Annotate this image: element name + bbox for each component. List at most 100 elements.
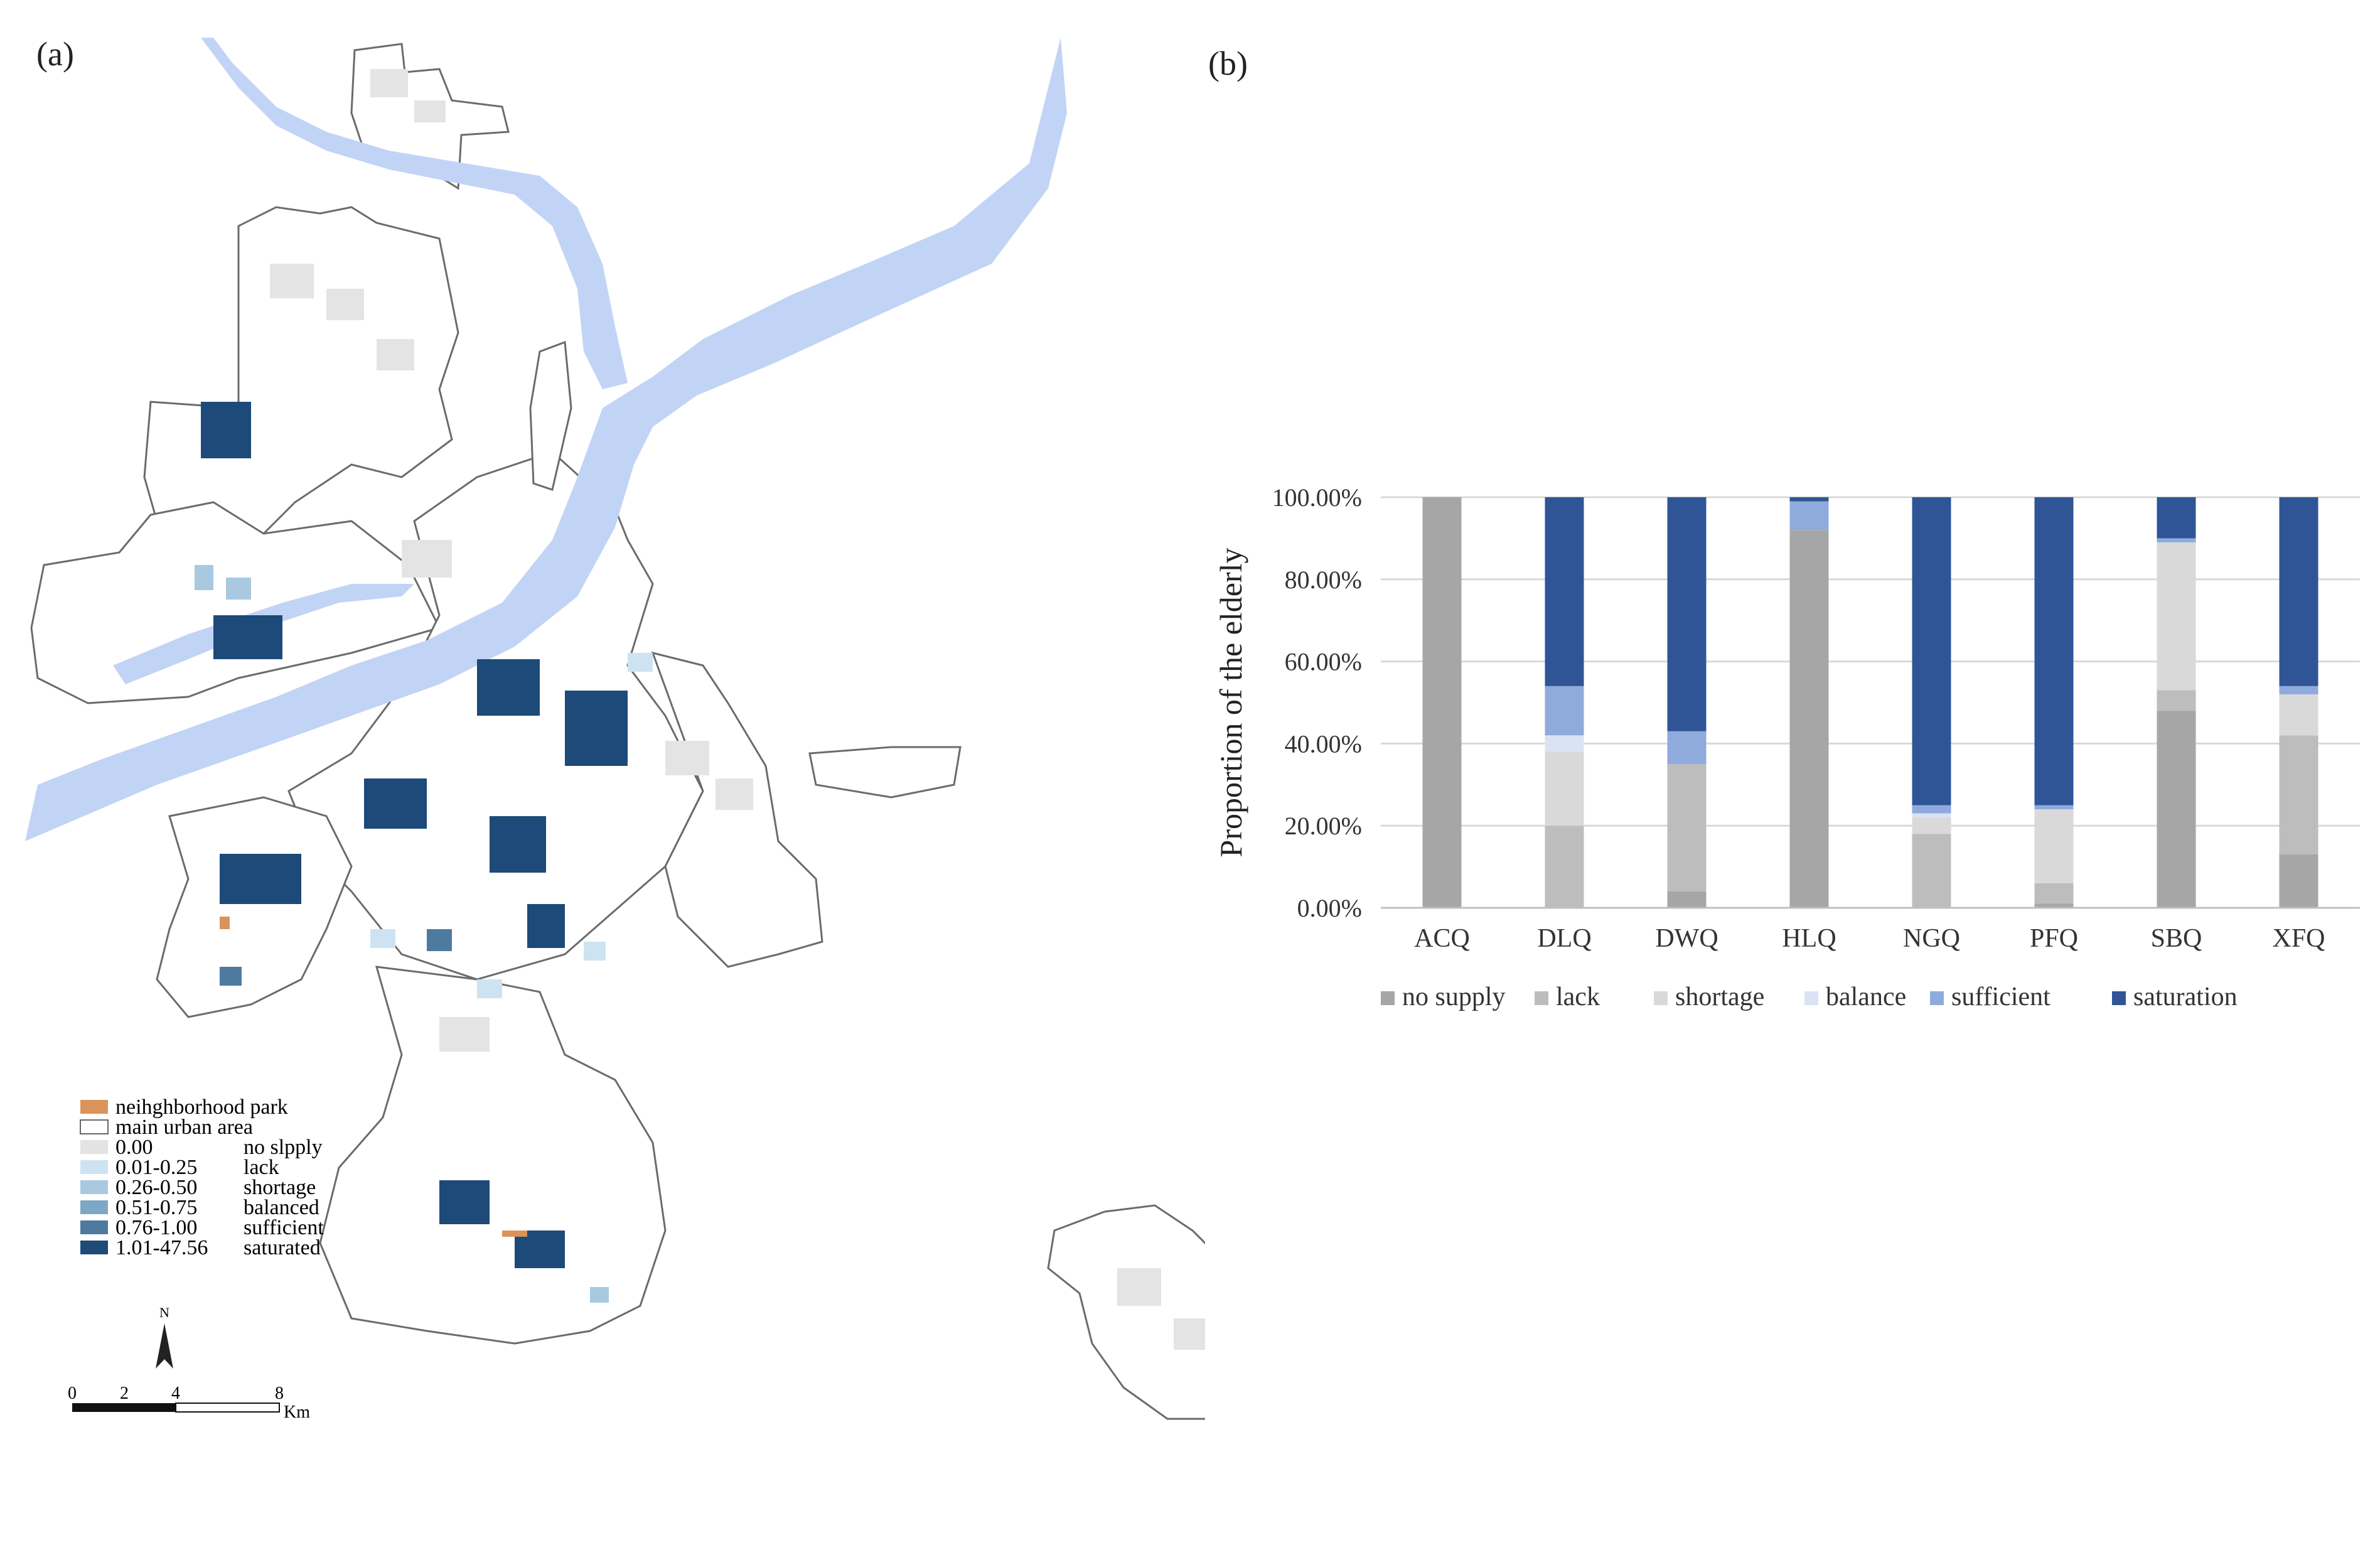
legend-label: main urban area: [115, 1116, 253, 1139]
bar-segment-dlq-sufficient: [1545, 686, 1584, 736]
scale-unit: Km: [284, 1403, 310, 1422]
bar-segment-acq-no-supply: [1422, 497, 1462, 908]
block: [477, 659, 540, 716]
rivers: [25, 38, 1067, 841]
legend-label: saturated: [244, 1236, 321, 1259]
north-arrow-icon: [156, 1323, 173, 1369]
y-tick-label: 0.00%: [1297, 894, 1362, 922]
park-blocks: [220, 917, 527, 1237]
block: [490, 816, 546, 873]
district-northeast-island: [529, 340, 572, 491]
block: [220, 854, 301, 904]
bar-segment-hlq-saturation: [1789, 497, 1829, 502]
block: [1117, 1268, 1161, 1306]
x-tick-label: HLQ: [1782, 924, 1836, 953]
scale-tick-label: 0: [68, 1384, 77, 1403]
legend-swatch: [80, 1220, 108, 1234]
legend-swatch-no-supply: [1381, 991, 1395, 1005]
scale-tick-label: 4: [171, 1384, 180, 1403]
bar-segment-ngq-lack: [1912, 834, 1951, 908]
legend-swatch: [80, 1100, 108, 1114]
bar-segment-pfq-sufficient: [2034, 805, 2074, 810]
legend-label-sufficient: sufficient: [1951, 983, 2050, 1011]
x-tick-label: XFQ: [2272, 924, 2325, 953]
legend-label-lack: lack: [1556, 983, 1600, 1011]
lack-blocks: [370, 653, 653, 998]
block: [270, 264, 314, 298]
bar-segment-dwq-no-supply: [1667, 891, 1707, 908]
y-axis-title: Proportion of the elderly: [1213, 548, 1248, 858]
y-tick-label: 100.00%: [1272, 483, 1362, 512]
legend-label: sufficient: [244, 1216, 324, 1239]
block: [377, 339, 414, 370]
legend-swatch-shortage: [1654, 991, 1668, 1005]
scale-tick-label: 2: [120, 1384, 129, 1403]
scale-bar: 0 2 4 8Km: [68, 1384, 310, 1422]
block: [427, 929, 452, 951]
block: [565, 691, 628, 766]
block: [502, 1230, 527, 1237]
legend-swatch: [80, 1200, 108, 1214]
scale-segment-black: [72, 1403, 176, 1412]
district-northwest: [143, 206, 459, 541]
legend-range: 0.51-0.75: [115, 1196, 197, 1219]
bar-segment-pfq-shortage: [2034, 809, 2074, 883]
block: [590, 1287, 609, 1303]
legend-label: neihghborhood park: [115, 1096, 288, 1119]
panel-b-label: (b): [1208, 45, 1248, 82]
bar-segment-sbq-no-supply: [2157, 711, 2196, 908]
x-tick-label: DLQ: [1537, 924, 1591, 953]
y-tick-label: 20.00%: [1285, 812, 1362, 840]
block: [402, 540, 452, 578]
district-east-strip: [808, 746, 962, 799]
yangtze-river: [25, 38, 1067, 841]
legend-swatch: [80, 1180, 108, 1194]
bar-segment-xfq-shortage: [2279, 694, 2318, 736]
legend-swatch-lack: [1535, 991, 1548, 1005]
legend-label-balance: balance: [1826, 983, 1906, 1011]
legend-label: lack: [244, 1156, 279, 1179]
north-label: N: [159, 1305, 169, 1320]
block: [665, 741, 709, 775]
bar-segment-pfq-saturation: [2034, 497, 2074, 805]
block: [584, 942, 606, 961]
block: [220, 967, 242, 986]
north-river-branch: [201, 38, 628, 389]
district-southeast-exclave: [1047, 1204, 1205, 1420]
block: [439, 1180, 490, 1224]
bar-segment-ngq-balance: [1912, 813, 1951, 818]
block: [439, 1017, 490, 1052]
y-tick-label: 40.00%: [1285, 730, 1362, 758]
map-panel: (a): [25, 35, 1205, 1422]
legend-swatch: [80, 1241, 108, 1254]
legend-range: 0.00: [115, 1136, 153, 1159]
y-tick-label: 80.00%: [1285, 566, 1362, 594]
scale-tick-label: 8: [275, 1384, 284, 1403]
bar-segment-hlq-no-supply: [1789, 530, 1829, 908]
legend-swatch: [80, 1119, 109, 1134]
district-south: [319, 966, 667, 1345]
legend-range: 0.26-0.50: [115, 1176, 197, 1199]
legend-swatch: [80, 1160, 108, 1174]
panel-a-label: (a): [36, 35, 74, 73]
block: [195, 565, 213, 590]
x-tick-label: PFQ: [2030, 924, 2078, 953]
legend-swatch-sufficient: [1930, 991, 1944, 1005]
legend-swatch: [80, 1140, 108, 1154]
stacked-bar-chart: 0.00% 20.00% 40.00% 60.00% 80.00% 100.00% Prop…: [1213, 483, 2360, 1011]
block: [326, 289, 364, 320]
bar-segment-xfq-saturation: [2279, 497, 2318, 686]
block: [201, 402, 251, 458]
legend-label-shortage: shortage: [1675, 983, 1764, 1011]
legend-swatch-balance: [1804, 991, 1818, 1005]
shortage-blocks: [195, 565, 609, 1303]
legend-label: shortage: [244, 1176, 316, 1199]
bar-segment-sbq-sufficient: [2157, 538, 2196, 542]
bar-segment-sbq-shortage: [2157, 542, 2196, 691]
block: [716, 778, 753, 810]
bar-segment-dlq-balance: [1545, 735, 1584, 752]
y-tick-label: 60.00%: [1285, 648, 1362, 676]
block: [477, 979, 502, 998]
no-supply-blocks: [270, 69, 1205, 1350]
